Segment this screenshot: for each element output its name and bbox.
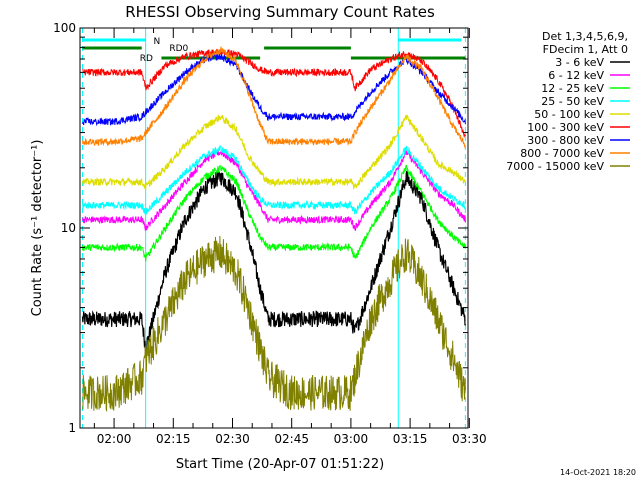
series-line-7 [82, 46, 466, 149]
x-tick-label-3: 02:45 [274, 432, 309, 446]
series-line-4 [82, 114, 466, 190]
y-tick-label-0: 1 [68, 421, 76, 435]
y-axis-label: Count Rate (s⁻¹ detector⁻¹) [30, 140, 45, 317]
legend-label-2: 12 - 25 keV [541, 82, 604, 95]
rd0-flag-label: RD0 [169, 44, 188, 54]
series-line-3 [82, 145, 466, 216]
legend-label-6: 300 - 800 keV [527, 134, 604, 147]
legend-label-4: 50 - 100 keV [534, 108, 604, 121]
legend-label-8: 7000 - 15000 keV [506, 160, 604, 173]
x-tick-label-2: 02:30 [215, 432, 250, 446]
series-line-0 [81, 170, 466, 355]
series-line-2 [82, 164, 466, 262]
legend-label-1: 6 - 12 keV [548, 69, 604, 82]
legend-label-0: 3 - 6 keV [555, 56, 604, 69]
series-layer [81, 46, 466, 413]
series-line-1 [82, 148, 466, 232]
rd-flag-label: RD [140, 54, 153, 64]
series-line-5 [82, 48, 466, 138]
night-flag-label: N [154, 37, 161, 47]
x-tick-label-0: 02:00 [97, 432, 132, 446]
x-axis-label: Start Time (20-Apr-07 01:51:22) [176, 457, 384, 472]
footer-date: 14-Oct-2021 18:20 [560, 468, 636, 477]
y-tick-label-2: 100 [53, 21, 76, 35]
plot-frame [79, 27, 469, 429]
legend-label-5: 100 - 300 keV [527, 121, 604, 134]
axis-layer: 1 10 100 02:00 02:15 02:30 02:45 03:00 03:15 03:3… [53, 21, 487, 446]
legend: Det 1,3,4,5,6,9,FDecim 1, Att 03 - 6 keV… [506, 30, 630, 173]
y-tick-label-1: 10 [61, 221, 76, 235]
x-tick-label-6: 03:30 [452, 432, 487, 446]
legend-title-line-1: FDecim 1, Att 0 [543, 43, 628, 56]
chart-title: RHESSI Observing Summary Count Rates [125, 3, 435, 21]
series-line-6 [82, 53, 466, 127]
legend-label-3: 25 - 50 keV [541, 95, 604, 108]
legend-label-7: 800 - 7000 keV [520, 147, 604, 160]
x-tick-label-5: 03:15 [393, 432, 428, 446]
x-tick-label-4: 03:00 [334, 432, 369, 446]
series-line-8 [82, 235, 466, 413]
legend-title-line-0: Det 1,3,4,5,6,9, [542, 30, 628, 43]
x-tick-label-1: 02:15 [156, 432, 191, 446]
